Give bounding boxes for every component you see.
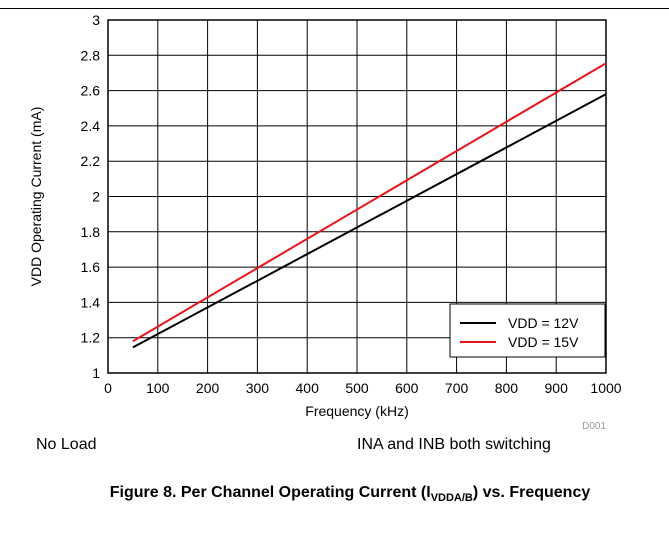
y-tick-label: 1.2 — [81, 330, 101, 346]
chart: 0 100 200 300 400 500 600 700 800 900 1000 1 1.2 1.4… — [28, 12, 622, 430]
x-tick-label: 200 — [196, 380, 220, 396]
x-tick-label: 900 — [545, 380, 569, 396]
y-tick-label: 2.8 — [81, 47, 101, 63]
test-condition-right: INA and INB both switching — [357, 436, 551, 453]
y-tick-label: 2 — [92, 189, 100, 205]
y-tick-label: 1.4 — [81, 294, 101, 310]
y-axis-title: VDD Operating Current (mA) — [28, 107, 44, 287]
y-tick-label: 2.4 — [81, 118, 101, 134]
legend-box — [449, 303, 606, 358]
top-rule — [0, 8, 669, 9]
x-axis-title: Frequency (kHz) — [305, 403, 408, 419]
y-tick-label: 1.8 — [81, 224, 101, 240]
x-tick-labels: 0 100 200 300 400 500 600 700 800 900 1000 — [104, 380, 622, 396]
legend-label-12v: VDD = 12V — [508, 315, 579, 331]
y-tick-label: 1 — [92, 365, 100, 381]
legend: VDD = 12V VDD = 15V — [449, 303, 606, 358]
x-tick-label: 0 — [104, 380, 112, 396]
caption-subscript: VDDA/B — [430, 492, 473, 505]
x-tick-label: 800 — [495, 380, 519, 396]
x-tick-label: 100 — [146, 380, 170, 396]
series-line-12v — [132, 93, 607, 349]
x-tick-label: 300 — [246, 380, 270, 396]
x-tick-label: 500 — [345, 380, 369, 396]
test-condition-left: No Load — [36, 436, 97, 453]
figure-caption: Figure 8. Per Channel Operating Current … — [60, 482, 640, 509]
x-tick-label: 600 — [395, 380, 419, 396]
y-tick-label: 3 — [92, 12, 100, 28]
y-tick-label: 1.6 — [81, 259, 101, 275]
y-tick-label: 2.6 — [81, 83, 101, 99]
x-tick-label: 700 — [445, 380, 469, 396]
y-tick-label: 2.2 — [81, 153, 101, 169]
x-tick-label: 400 — [296, 380, 320, 396]
figure-id: D001 — [582, 421, 606, 430]
legend-label-15v: VDD = 15V — [508, 334, 579, 350]
caption-suffix: ) vs. Frequency — [472, 484, 591, 501]
series-layer — [132, 62, 607, 349]
caption-prefix: Figure 8. Per Channel Operating Current … — [109, 484, 431, 501]
x-tick-label: 1000 — [590, 380, 621, 396]
y-tick-labels: 1 1.2 1.4 1.6 1.8 2 2.2 2.4 2.6 2.8 3 — [81, 12, 101, 381]
series-line-15v — [132, 62, 607, 343]
plot-frame — [107, 19, 607, 374]
